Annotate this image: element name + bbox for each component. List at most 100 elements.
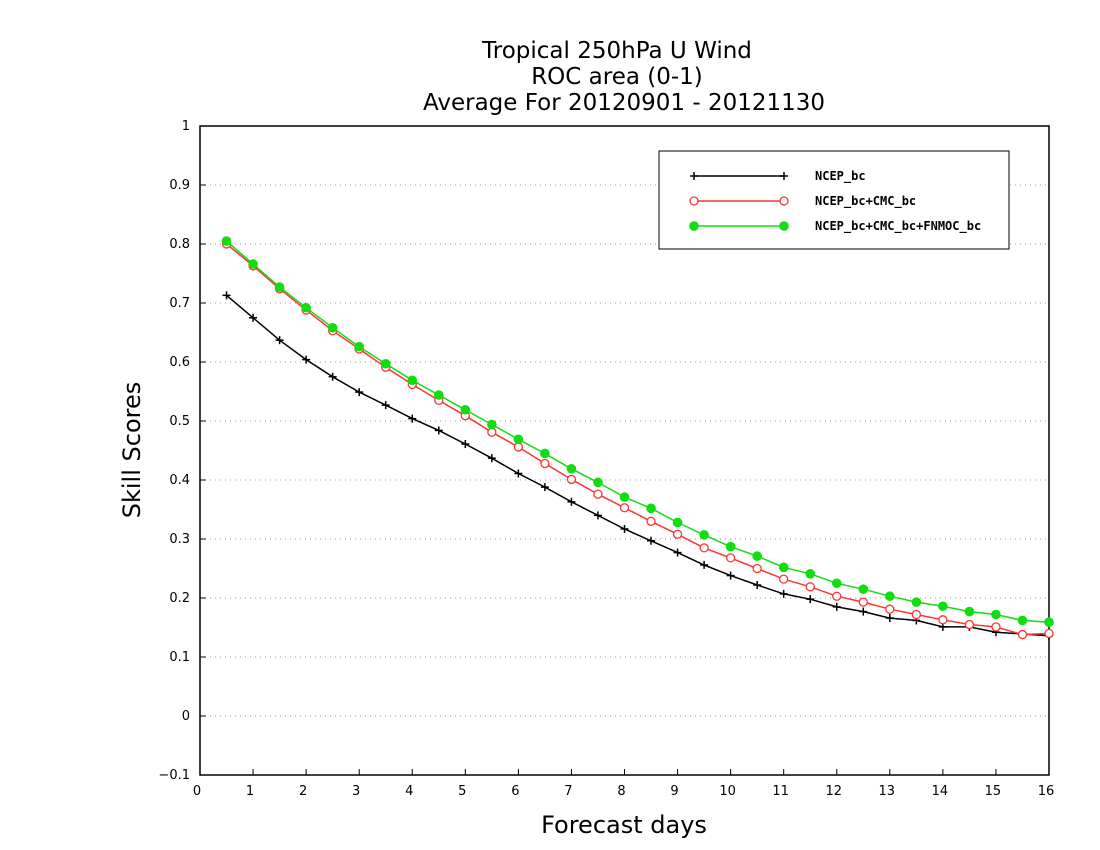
x-tick-label: 7 [564,784,572,799]
data-point [487,454,496,463]
title-line-3: Average For 20120901 - 20121130 [423,90,825,116]
data-point [593,511,602,520]
series-3 [221,236,1054,627]
data-point [806,595,815,604]
data-point [327,322,338,333]
data-point [646,516,656,526]
data-point [831,578,842,589]
y-tick-label: 0.3 [169,532,190,547]
data-point [408,414,417,423]
data-point [672,529,683,539]
x-tick-label: 0 [193,784,201,799]
data-point [567,497,576,506]
data-point [355,388,364,397]
data-point [434,426,443,435]
data-point [700,560,709,569]
y-tick-label: 0.8 [169,237,190,252]
data-point [1044,628,1054,639]
data-point [885,614,894,623]
data-point [779,196,789,206]
data-point [805,582,815,592]
y-axis-label: Skill Scores [118,382,146,519]
data-point [690,172,698,180]
x-tick-label: 6 [511,784,519,799]
data-point [938,601,948,612]
x-tick-label: 10 [719,784,736,799]
data-point [540,483,549,492]
legend-label: NCEP_bc [815,169,866,184]
data-point [752,551,762,561]
y-tick-label: 0.6 [169,355,190,370]
x-tick-label: 5 [458,784,466,799]
y-tick-label: 0.5 [169,414,190,429]
title-line-1: Tropical 250hPa U Wind [481,38,752,64]
grid [200,184,1049,717]
data-point [513,442,524,452]
data-point [433,390,444,400]
series-2 [221,239,1054,640]
chart-title: Tropical 250hPa U Wind ROC area (0-1) Av… [423,38,825,116]
axis-ticks: −0.100.10.20.30.40.50.60.70.80.910 1 2 3 4 5 6… [158,119,1054,799]
data-point [726,571,735,580]
x-tick-label: 16 [1038,784,1055,799]
y-tick-label: 0.7 [169,296,190,311]
data-point [964,619,975,630]
y-tick-label: 0 [182,709,190,724]
data-point [991,609,1001,620]
x-tick-label: 1 [246,784,254,799]
data-point [460,404,471,415]
data-point [514,469,523,478]
y-tick-label: 0.1 [169,650,190,665]
legend-box [658,150,1010,250]
data-point [689,196,699,206]
data-point [779,221,789,231]
data-point [593,477,603,488]
series-line [226,294,1050,637]
legend-entry: NCEP_bc [690,169,866,184]
data-point [646,503,656,514]
data-point [832,602,841,611]
data-point [1044,617,1054,627]
data-point [301,302,311,313]
data-point [248,259,258,269]
x-tick-label: 13 [879,784,896,799]
x-tick-label: 15 [985,784,1002,799]
data-point [328,372,337,381]
data-point [911,609,921,620]
data-point [672,517,683,528]
title-line-2: ROC area (0-1) [531,64,703,90]
data-point [885,604,895,614]
x-tick-label: 14 [932,784,949,799]
y-tick-label: 0.9 [169,178,190,193]
data-point [938,615,948,625]
data-point [885,591,895,602]
legend-label: NCEP_bc+CMC_bc [815,194,916,209]
data-point [1017,629,1028,640]
data-point [991,622,1001,632]
series-line [226,240,1050,623]
series-1 [222,291,1053,640]
x-tick-label: 4 [405,784,413,799]
y-tick-label: 0.2 [169,591,190,606]
data-point [689,221,699,231]
y-tick-label: 0.4 [169,473,190,488]
data-point [805,569,816,579]
data-point [222,291,231,300]
data-point [540,458,550,469]
data-point [487,427,497,437]
data-point [858,597,868,607]
data-point [593,489,603,499]
data-point [673,548,682,557]
legend-entry: NCEP_bc+CMC_bc+FNMOC_bc [689,219,981,234]
x-tick-label: 12 [825,784,842,799]
data-point [620,524,629,533]
data-point [540,448,550,459]
data-point [249,313,258,322]
data-point [619,503,630,513]
data-point [380,358,391,369]
data-point [461,440,470,449]
y-tick-label: 1 [182,119,190,134]
data-point [779,589,788,598]
data-point [911,597,922,607]
